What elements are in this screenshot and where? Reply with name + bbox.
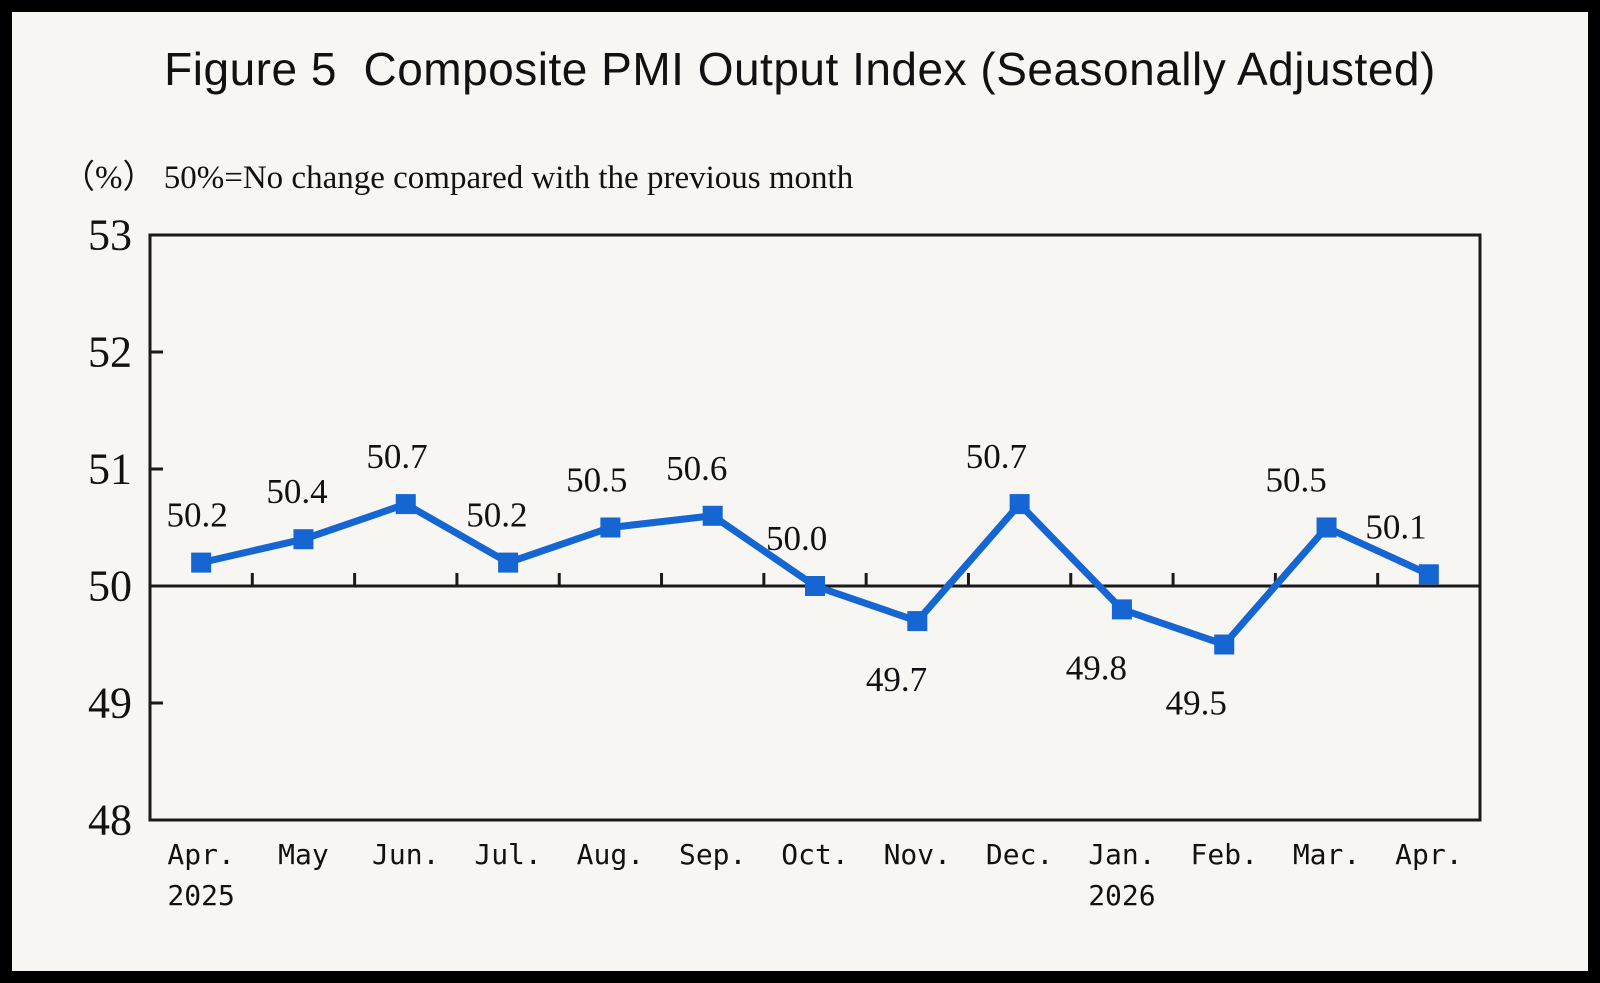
- data-point-label: 49.7: [866, 660, 927, 699]
- data-point-marker: [1009, 494, 1030, 515]
- y-axis-tick-label: 52: [88, 328, 132, 377]
- pmi-line-chart: 48 49 50 51 52 53 50.2 50.4 50.7 50.2 50.5 50.6 50.0…: [88, 211, 1482, 912]
- y-axis-tick-label: 51: [88, 445, 132, 494]
- chart-subtitle: （%） 50%=No change compared with the prev…: [62, 150, 853, 198]
- data-point-label: 50.2: [466, 496, 527, 535]
- y-axis-tick-label: 49: [88, 679, 132, 728]
- x-axis-month-label: Apr.: [1395, 838, 1462, 871]
- data-point-label: 50.4: [266, 472, 327, 511]
- data-point-marker: [293, 529, 314, 550]
- y-axis-tick-label: 53: [88, 211, 132, 260]
- data-point-marker: [1214, 634, 1235, 655]
- data-point-label: 49.8: [1066, 648, 1127, 687]
- data-point-label: 50.1: [1365, 507, 1426, 546]
- data-point-label: 50.7: [366, 437, 427, 476]
- figure-canvas: Figure 5 Composite PMI Output Index (Sea…: [12, 12, 1588, 971]
- data-point-label: 50.5: [1266, 461, 1327, 500]
- data-point-marker: [702, 505, 723, 526]
- y-axis-tick-label: 50: [88, 562, 132, 611]
- data-point-marker: [1111, 599, 1132, 620]
- x-axis-year-label: 2025: [167, 879, 234, 912]
- x-axis-month-label: Sep.: [679, 838, 746, 871]
- data-point-marker: [907, 611, 928, 632]
- x-axis-month-label: Nov.: [884, 838, 951, 871]
- x-axis-month-label: May: [278, 838, 329, 871]
- data-point-marker: [1316, 517, 1337, 538]
- data-point-label: 50.6: [666, 449, 727, 488]
- axis-unit-label: （%）: [62, 160, 156, 196]
- data-point-marker: [191, 552, 212, 573]
- data-point-label: 50.2: [167, 496, 228, 535]
- data-point-label: 50.0: [766, 519, 827, 558]
- x-axis-year-label: 2026: [1088, 879, 1155, 912]
- x-axis-month-label: Feb.: [1191, 838, 1258, 871]
- x-axis-month-label: Aug.: [577, 838, 644, 871]
- data-point-marker: [1418, 564, 1439, 585]
- data-point-label: 50.7: [966, 437, 1027, 476]
- data-point-marker: [805, 576, 825, 596]
- x-axis-month-label: Apr.: [167, 838, 234, 871]
- y-axis-tick-label: 48: [88, 796, 132, 845]
- data-point-marker: [600, 517, 621, 538]
- data-point-marker: [395, 494, 416, 515]
- x-axis-month-label: Dec.: [986, 838, 1053, 871]
- data-point-label: 49.5: [1166, 684, 1227, 723]
- chart-title: Figure 5 Composite PMI Output Index (Sea…: [164, 43, 1436, 95]
- chart-subtitle-text: 50%=No change compared with the previous…: [163, 160, 854, 196]
- plot-border: [148, 233, 1482, 822]
- x-axis-month-label: Mar.: [1293, 838, 1360, 871]
- x-axis-month-label: Jan.: [1088, 838, 1155, 871]
- data-point-marker: [498, 552, 519, 573]
- data-point-label: 50.5: [566, 461, 627, 500]
- x-axis-month-label: Oct.: [781, 838, 848, 871]
- x-axis-month-label: Jun.: [372, 838, 439, 871]
- x-axis-month-label: Jul.: [474, 838, 541, 871]
